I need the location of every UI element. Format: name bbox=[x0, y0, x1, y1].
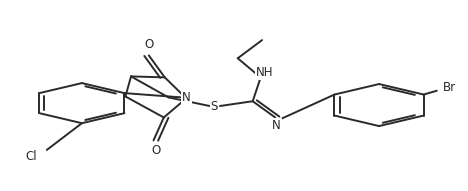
Text: Br: Br bbox=[443, 81, 456, 94]
Text: N: N bbox=[182, 91, 190, 104]
Text: N: N bbox=[272, 119, 281, 132]
Text: O: O bbox=[144, 38, 154, 51]
Text: NH: NH bbox=[256, 66, 273, 79]
Text: S: S bbox=[211, 100, 218, 112]
Text: O: O bbox=[152, 144, 161, 157]
Text: Cl: Cl bbox=[26, 150, 37, 163]
